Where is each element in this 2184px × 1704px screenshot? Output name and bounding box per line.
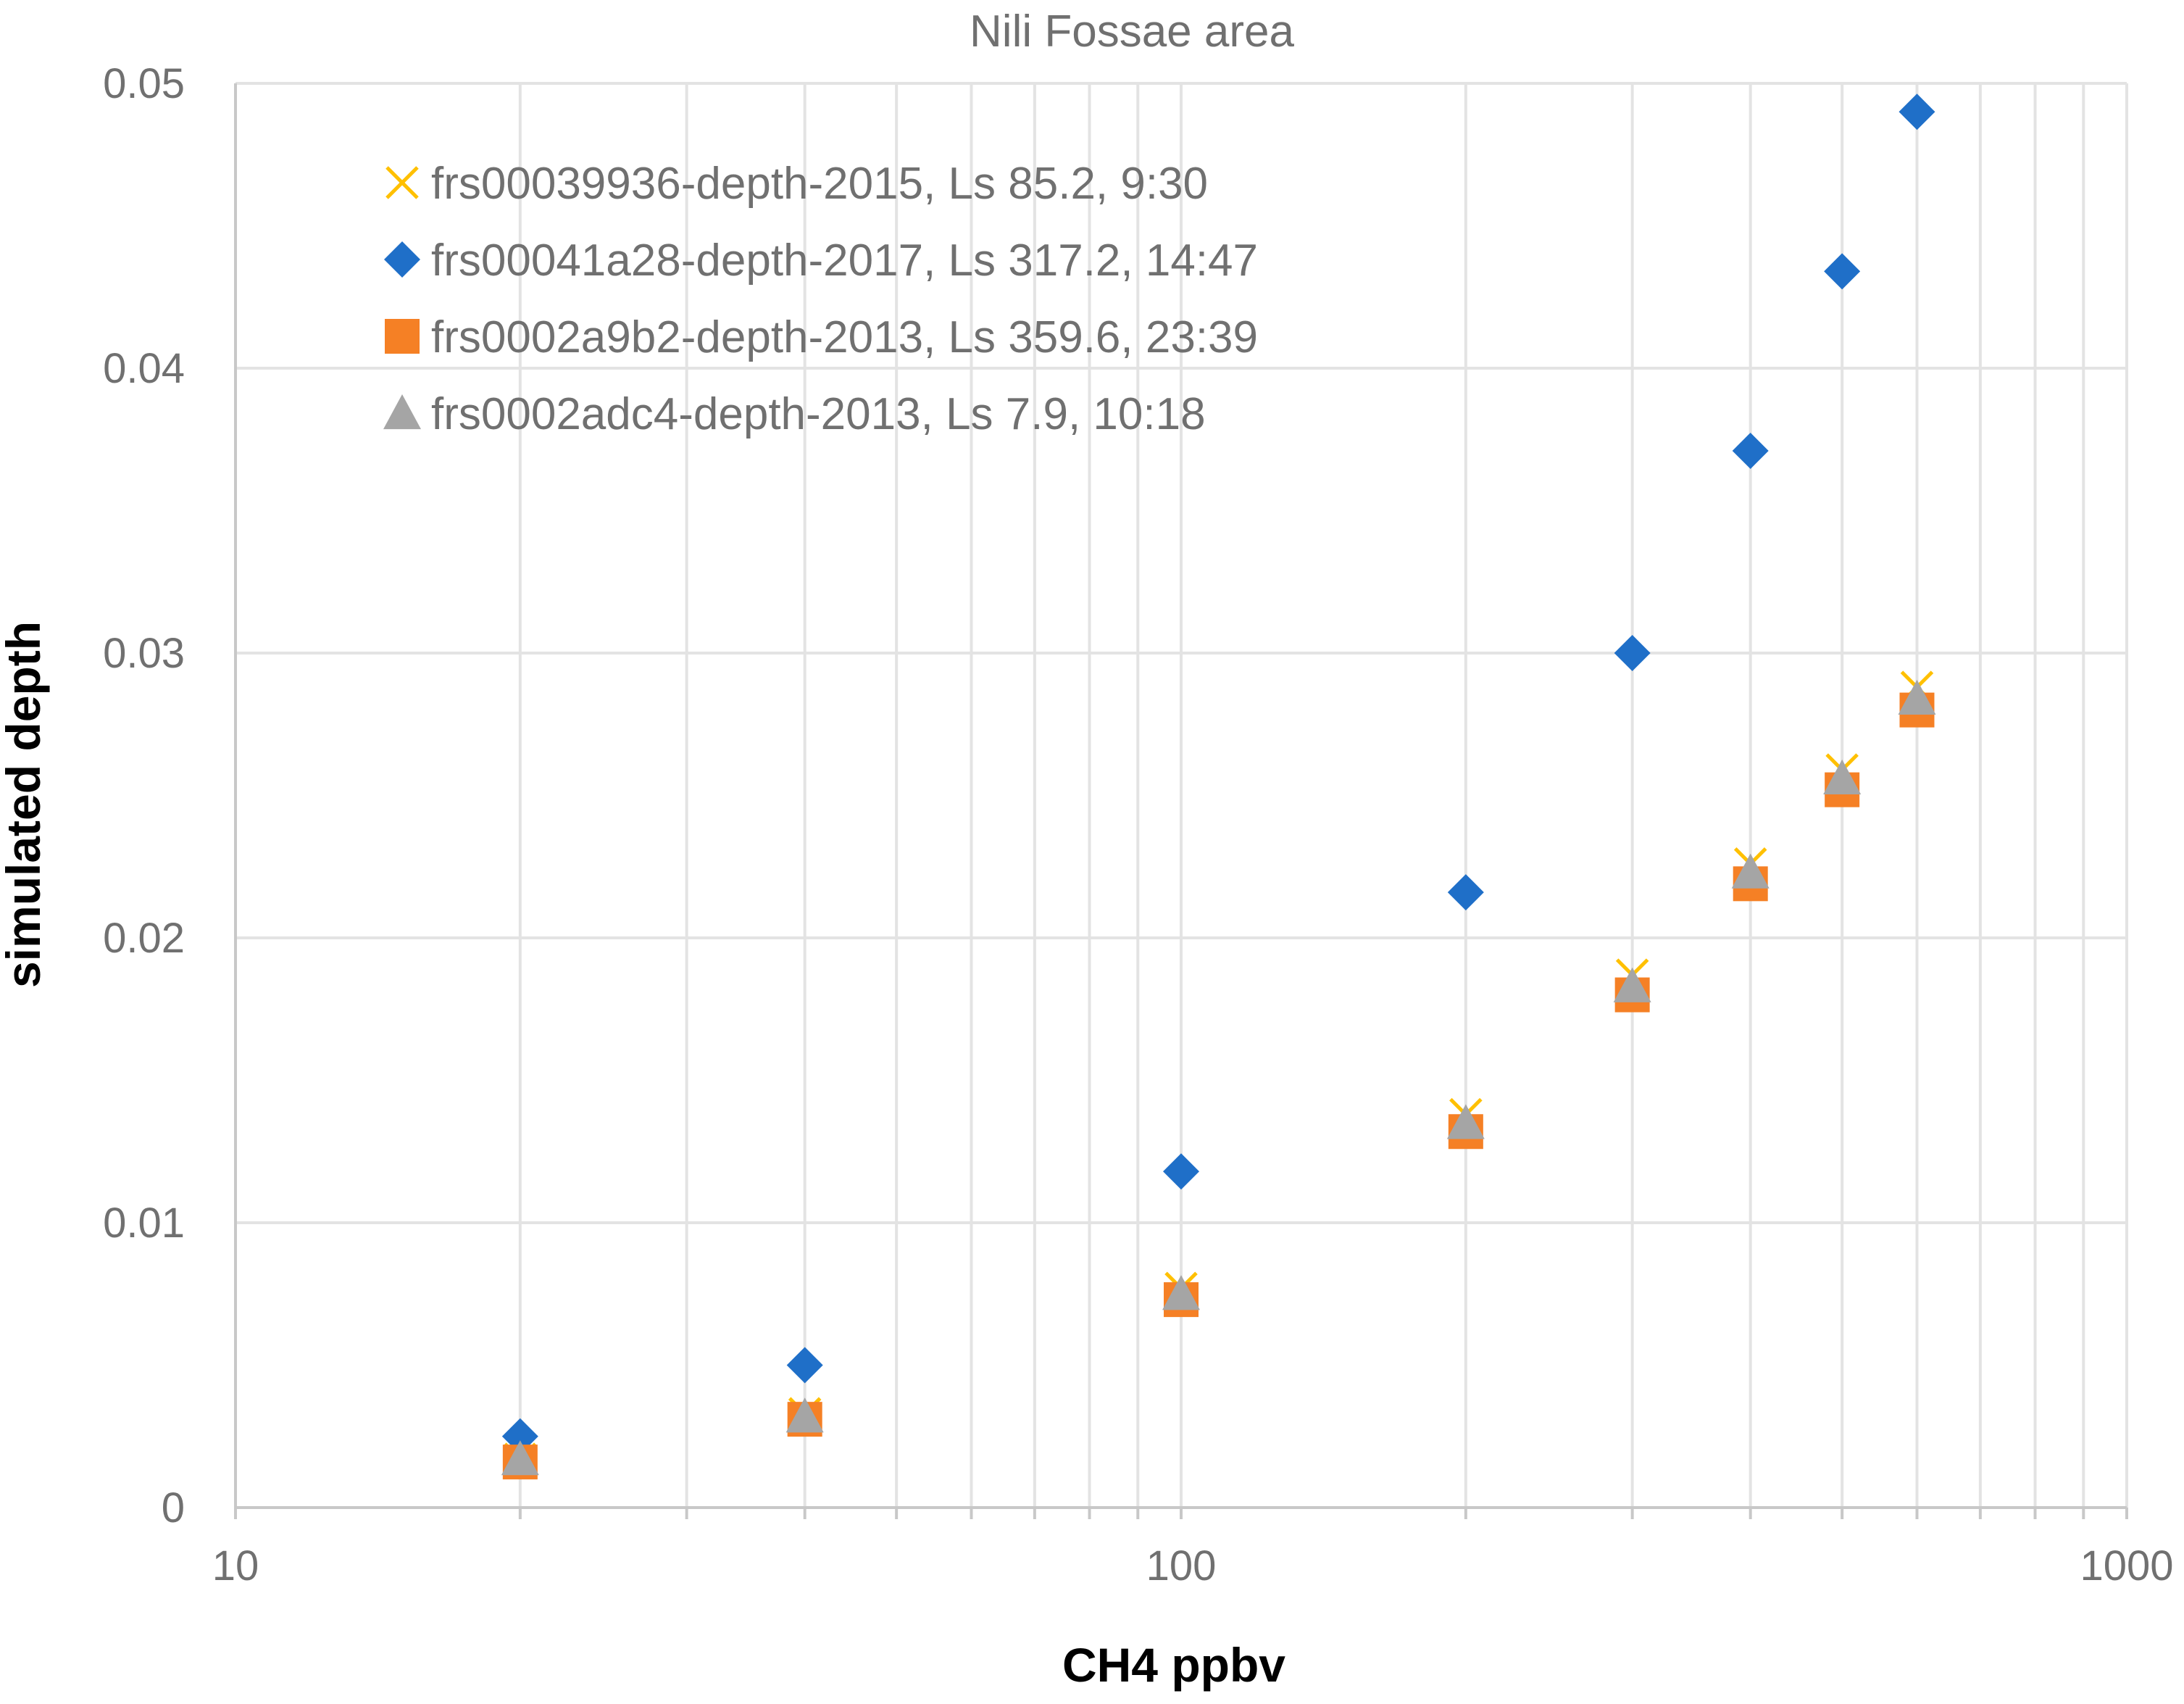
data-point bbox=[1731, 853, 1770, 889]
legend-marker-stroke bbox=[385, 166, 419, 199]
grid-layer bbox=[234, 82, 2128, 1508]
data-point bbox=[1163, 1153, 1199, 1190]
y-tick-label: 0.03 bbox=[103, 630, 185, 677]
x-tick-label: 1000 bbox=[2080, 1542, 2173, 1589]
data-point bbox=[1824, 253, 1861, 290]
legend-marker bbox=[385, 319, 420, 354]
y-tick-label: 0 bbox=[162, 1484, 185, 1531]
data-point bbox=[1898, 679, 1936, 715]
legend: frs00039936-depth-2015, Ls 85.2, 9:30 frs… bbox=[383, 159, 1258, 439]
legend-label: frs0002a9b2-depth-2013, Ls 359.6, 23:39 bbox=[431, 312, 1258, 362]
y-axis-title: simulated depth bbox=[0, 621, 50, 988]
legend-entry: frs0002adc4-depth-2013, Ls 7.9, 10:18 bbox=[383, 389, 1206, 439]
x-tick-label: 100 bbox=[1146, 1542, 1217, 1589]
legend-entry: frs00041a28-depth-2017, Ls 317.2, 14:47 bbox=[384, 236, 1258, 286]
data-point bbox=[1162, 1275, 1200, 1310]
legend-marker bbox=[385, 166, 419, 199]
legend-label: frs00041a28-depth-2017, Ls 317.2, 14:47 bbox=[431, 236, 1258, 286]
chart-title: Nili Fossae area bbox=[970, 7, 1294, 57]
legend-label: frs00039936-depth-2015, Ls 85.2, 9:30 bbox=[431, 159, 1208, 209]
data-point bbox=[1732, 432, 1769, 469]
data-point bbox=[1613, 967, 1651, 1002]
data-point bbox=[786, 1347, 823, 1384]
data-point bbox=[1823, 759, 1862, 795]
legend-entry: frs00039936-depth-2015, Ls 85.2, 9:30 bbox=[385, 159, 1208, 209]
legend-marker bbox=[384, 241, 420, 278]
legend-label: frs0002adc4-depth-2013, Ls 7.9, 10:18 bbox=[431, 389, 1206, 439]
data-point bbox=[785, 1397, 824, 1433]
tick-labels-layer: 10 100 1000 0 0.01 0.02 0.03 0.04 0.05 bbox=[103, 60, 2173, 1589]
y-tick-label: 0.01 bbox=[103, 1200, 185, 1247]
data-point bbox=[1899, 93, 1935, 130]
x-tick-label: 10 bbox=[212, 1542, 259, 1589]
data-marks-layer bbox=[501, 93, 1936, 1480]
y-tick-label: 0.05 bbox=[103, 60, 185, 107]
data-point bbox=[1614, 635, 1651, 671]
series-4 bbox=[501, 679, 1936, 1476]
legend-entry: frs0002a9b2-depth-2013, Ls 359.6, 23:39 bbox=[385, 312, 1258, 362]
data-point bbox=[1446, 1104, 1485, 1139]
x-axis-title: CH4 ppbv bbox=[1062, 1638, 1285, 1692]
axes-layer bbox=[234, 83, 2128, 1519]
y-tick-label: 0.04 bbox=[103, 345, 185, 392]
data-point bbox=[501, 1440, 539, 1476]
series-2 bbox=[501, 93, 1935, 1455]
y-tick-label: 0.02 bbox=[103, 915, 185, 962]
data-point bbox=[1447, 874, 1484, 911]
legend-marker bbox=[383, 394, 421, 430]
